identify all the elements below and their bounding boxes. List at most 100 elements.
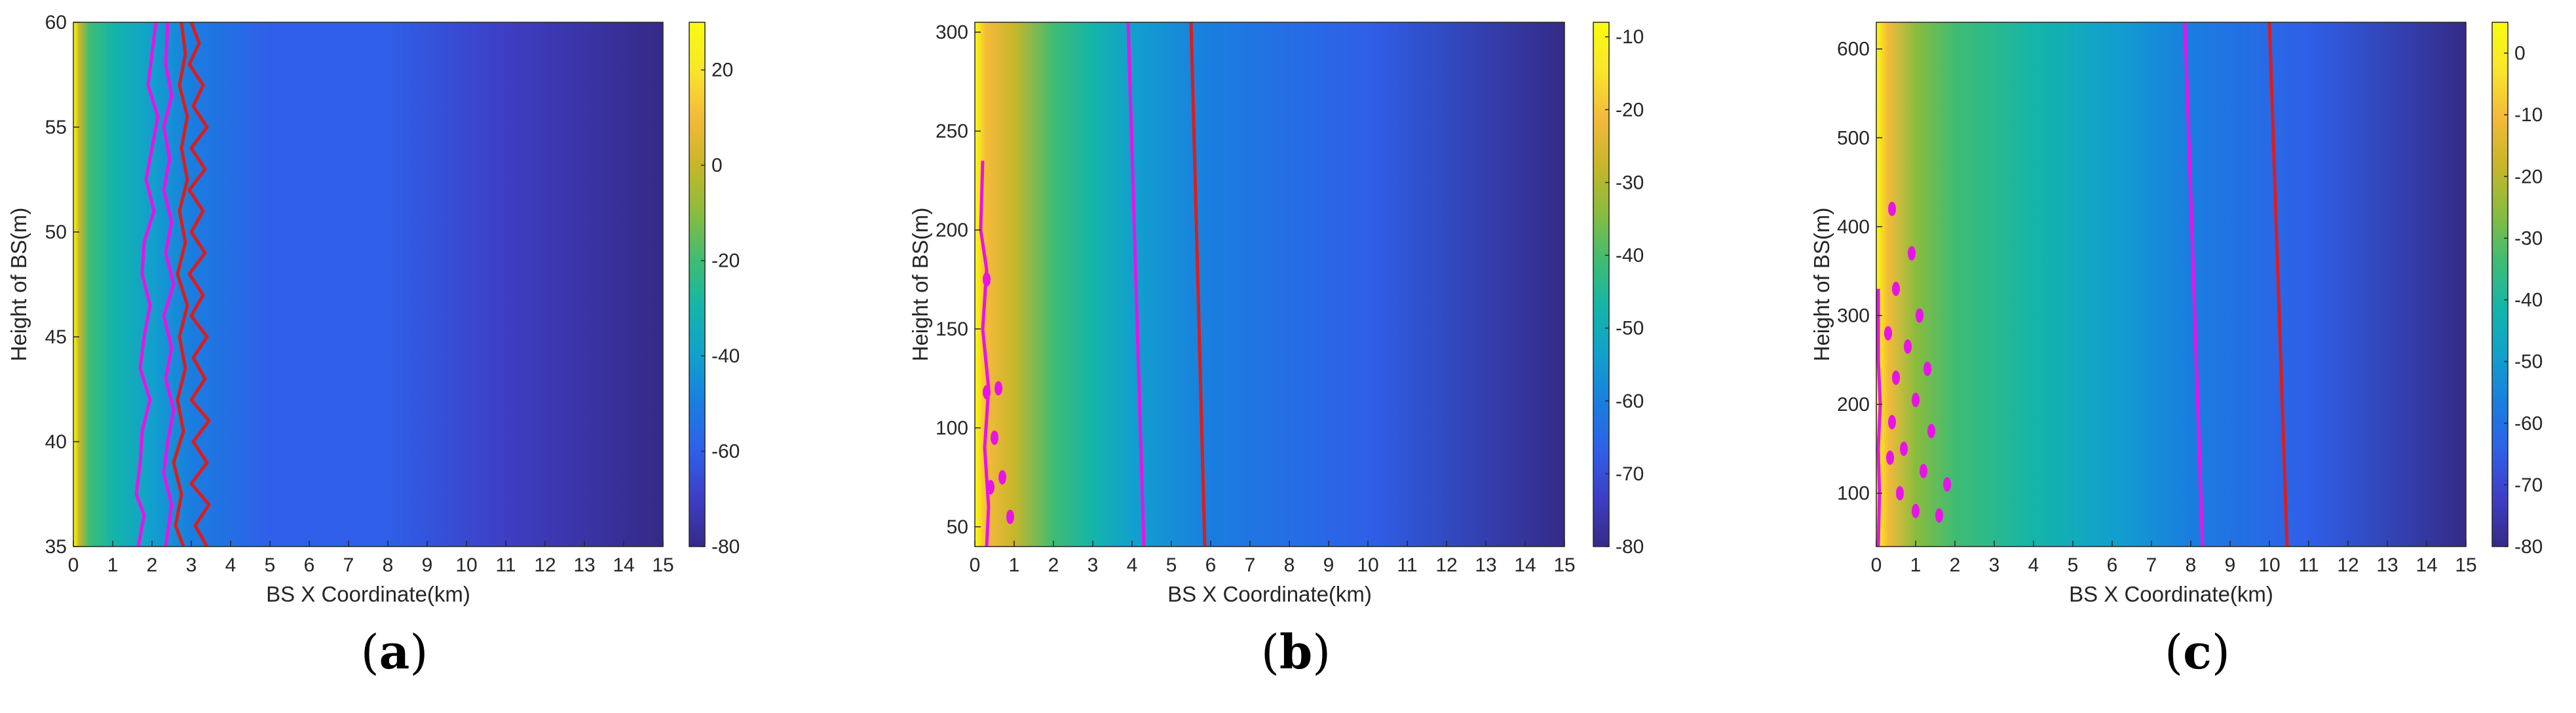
colorbar-tick-label: -80 (711, 536, 740, 558)
contour-blob (1904, 339, 1912, 354)
contour-line-1 (1126, 22, 1146, 547)
x-tick-label: 2 (1048, 554, 1059, 576)
x-tick-label: 0 (1871, 554, 1882, 576)
colorbar-tick-label: 20 (711, 60, 733, 81)
axes-box (1876, 22, 2467, 547)
x-tick-label: 15 (652, 554, 673, 576)
panel-3: 0 1 2 3 4 5 6 7 8 9 10 11 12 13 14 15100200300400500600… (1809, 22, 2543, 680)
y-tick-label: 300 (1837, 305, 1870, 326)
contour-blob (1888, 415, 1896, 430)
contour-blob (1912, 503, 1920, 518)
colorbar-tick-label: -60 (711, 441, 740, 463)
panel-caption-letter: a (379, 624, 410, 680)
colorbar-tick-label: -80 (1616, 536, 1644, 558)
colorbar-tick-label: -70 (1616, 463, 1644, 485)
x-axis-label: BS X Coordinate(km) (2069, 582, 2273, 606)
contour-line-1 (134, 22, 160, 547)
colorbar-tick-label: -40 (2514, 290, 2543, 311)
y-tick-label: 55 (45, 117, 67, 138)
y-tick-label: 150 (936, 318, 968, 340)
heatmap-field (73, 22, 663, 547)
x-tick-label: 14 (1514, 554, 1536, 576)
x-tick-label: 3 (186, 554, 197, 576)
x-tick-label: 0 (970, 554, 981, 576)
colorbar (2491, 22, 2509, 547)
colorbar-tick-label: -30 (1616, 172, 1644, 193)
y-tick-label: 600 (1837, 39, 1870, 60)
x-tick-label: 15 (1553, 554, 1575, 576)
y-tick-label: 35 (45, 536, 67, 558)
colorbar-tick-label: -20 (1616, 99, 1644, 121)
panel-caption: (a) (361, 624, 428, 680)
contour-blob (1943, 477, 1951, 492)
x-tick-label: 11 (1397, 554, 1417, 576)
x-tick-label: 10 (2258, 554, 2280, 576)
x-tick-label: 3 (1088, 554, 1099, 576)
x-tick-label: 6 (2107, 554, 2118, 576)
x-tick-label: 14 (613, 554, 634, 576)
contour-line-3 (187, 22, 211, 547)
x-tick-label: 8 (1284, 554, 1295, 576)
contour-line-2 (162, 22, 176, 547)
colorbar-tick-label: -60 (1616, 391, 1644, 412)
axes-box (974, 22, 1565, 547)
x-tick-label: 4 (1127, 554, 1138, 576)
colorbar-tick-label: -20 (2514, 166, 2543, 187)
x-tick-label: 7 (1245, 554, 1256, 576)
y-tick-label: 400 (1837, 216, 1870, 238)
colorbar-tick-label: -10 (2514, 104, 2543, 126)
axes-box (73, 22, 664, 547)
x-tick-label: 13 (1475, 554, 1496, 576)
x-tick-label: 5 (1166, 554, 1177, 576)
colorbar-tick-label: -50 (2514, 351, 2543, 373)
x-tick-label: 7 (343, 554, 354, 576)
y-tick-label: 45 (45, 326, 67, 348)
x-tick-label: 5 (265, 554, 276, 576)
x-tick-label: 11 (2298, 554, 2319, 576)
x-tick-label: 1 (1910, 554, 1922, 576)
y-tick-label: 40 (45, 431, 67, 453)
colorbar-tick-label: -80 (2514, 536, 2543, 558)
y-axis-label: Height of BS(m) (1809, 208, 1834, 362)
colorbar (689, 22, 706, 547)
x-tick-label: 13 (573, 554, 595, 576)
colorbar-tick-label: -30 (2514, 227, 2543, 249)
colorbar-tick-label: -10 (1616, 26, 1644, 48)
contour-blob (994, 381, 1002, 396)
contour-line-4 (172, 22, 189, 547)
contour-blob (1892, 370, 1900, 385)
x-tick-label: 10 (1357, 554, 1378, 576)
contour-blob (1006, 509, 1014, 524)
x-tick-label: 9 (422, 554, 433, 576)
colorbar-tick-label: -40 (711, 345, 740, 367)
x-tick-label: 12 (2337, 554, 2358, 576)
y-tick-label: 200 (936, 220, 968, 241)
x-tick-label: 11 (495, 554, 516, 576)
x-axis-label: BS X Coordinate(km) (1167, 582, 1372, 606)
y-axis-label: Height of BS(m) (7, 208, 31, 362)
y-tick-label: 100 (936, 417, 968, 439)
x-tick-label: 9 (2225, 554, 2236, 576)
x-tick-label: 2 (147, 554, 158, 576)
x-tick-label: 2 (1950, 554, 1961, 576)
y-tick-label: 300 (936, 22, 968, 43)
contour-blob (1923, 361, 1931, 376)
x-tick-label: 8 (2186, 554, 2197, 576)
colorbar-tick-label: -70 (2514, 474, 2543, 496)
x-tick-label: 7 (2146, 554, 2157, 576)
y-axis-label: Height of BS(m) (908, 208, 932, 362)
x-tick-label: 10 (455, 554, 477, 576)
x-tick-label: 3 (1989, 554, 2000, 576)
contour-blob (1912, 393, 1920, 408)
x-tick-label: 9 (1323, 554, 1335, 576)
x-tick-label: 4 (225, 554, 237, 576)
colorbar-tick-label: -20 (711, 250, 740, 272)
contour-line-2 (1189, 22, 1207, 547)
x-tick-label: 6 (1205, 554, 1217, 576)
contour-blob (983, 385, 991, 400)
contour-line-2 (2267, 22, 2289, 547)
x-tick-label: 6 (304, 554, 315, 576)
contour-line-3 (979, 161, 991, 547)
